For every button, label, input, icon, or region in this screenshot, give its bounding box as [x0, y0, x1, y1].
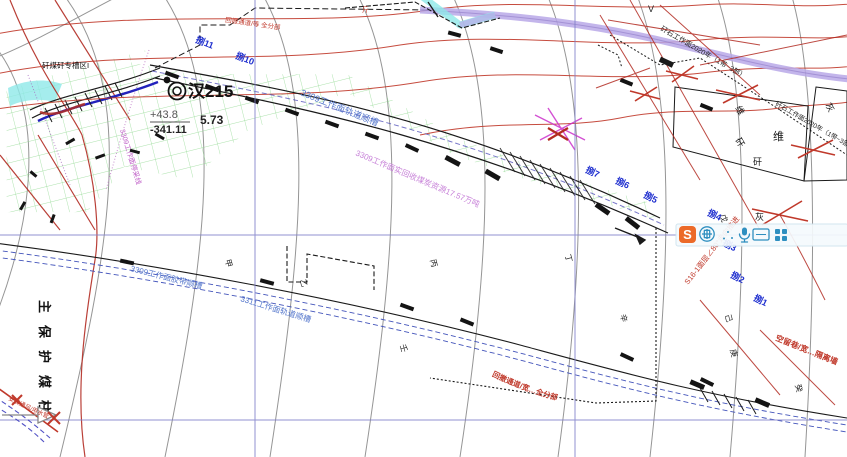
svg-text:捌1: 捌1 — [752, 292, 769, 308]
svg-text:庚: 庚 — [728, 348, 740, 358]
svg-text:矸: 矸 — [733, 136, 746, 149]
svg-text:捌7: 捌7 — [584, 164, 601, 180]
svg-text:S: S — [683, 227, 692, 242]
svg-text:5.73: 5.73 — [200, 113, 224, 127]
svg-text:丁: 丁 — [563, 253, 574, 263]
svg-text:V: V — [648, 4, 654, 14]
svg-text:保: 保 — [37, 324, 52, 339]
svg-text:灰: 灰 — [823, 101, 837, 114]
svg-text:护: 护 — [37, 350, 52, 363]
svg-text:主: 主 — [37, 300, 52, 313]
svg-text:+43.8: +43.8 — [150, 109, 178, 121]
svg-text:3309工作面胶带顺槽: 3309工作面胶带顺槽 — [130, 263, 204, 291]
svg-text:空留巷/宽…隔离墙: 空留巷/宽…隔离墙 — [774, 333, 839, 367]
svg-text:斤: 斤 — [362, 5, 369, 14]
svg-text:煤: 煤 — [37, 375, 52, 388]
svg-text:-341.11: -341.11 — [150, 124, 187, 136]
svg-text:汉215: 汉215 — [188, 82, 233, 101]
svg-text:癸: 癸 — [793, 383, 805, 393]
svg-text:捌2: 捌2 — [729, 269, 746, 285]
svg-text:捌11: 捌11 — [194, 34, 215, 51]
svg-text:3311工作面轨道顺槽: 3311工作面轨道顺槽 — [239, 293, 312, 324]
svg-text:回撤通道/等 全分部: 回撤通道/等 全分部 — [225, 15, 282, 32]
svg-text:辛: 辛 — [618, 313, 630, 323]
svg-text:矸煤矸专槽区I: 矸煤矸专槽区I — [42, 60, 89, 70]
svg-text:甲: 甲 — [223, 258, 234, 268]
svg-text:回撤通道/宽…全分部: 回撤通道/宽…全分部 — [491, 370, 560, 403]
svg-text:丙: 丙 — [428, 258, 439, 268]
svg-text:捌6: 捌6 — [614, 175, 631, 191]
svg-text:乙: 乙 — [298, 278, 309, 288]
svg-text:灰: 灰 — [755, 211, 764, 222]
svg-text:维: 维 — [733, 104, 747, 117]
svg-text:壬: 壬 — [398, 343, 410, 353]
svg-text:己: 己 — [723, 313, 734, 323]
svg-text:矸: 矸 — [753, 157, 762, 167]
svg-text:维: 维 — [773, 130, 784, 143]
svg-text:捌10: 捌10 — [234, 50, 256, 67]
